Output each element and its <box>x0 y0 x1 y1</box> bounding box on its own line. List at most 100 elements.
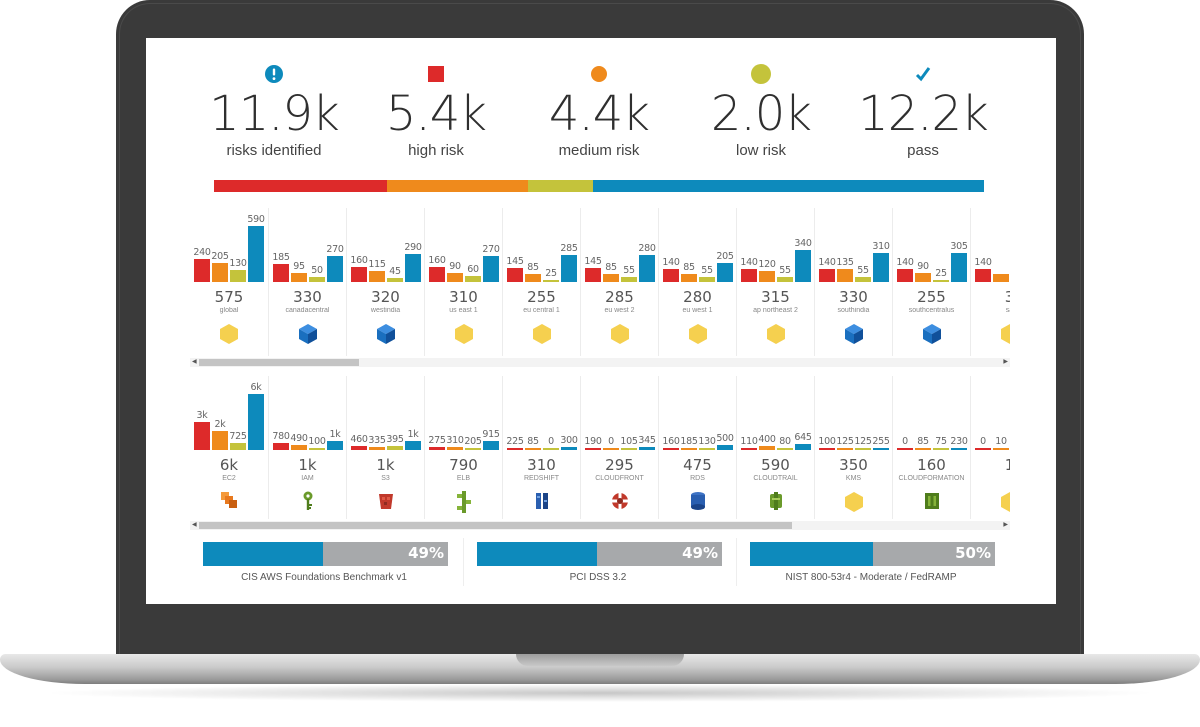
service-card[interactable]: 0 85 75 230 160 CLOUDFORMATION <box>892 376 970 519</box>
region-bar-medium <box>993 274 1009 282</box>
scroll-right-arrow-icon[interactable]: ▶ <box>1003 522 1008 528</box>
service-bar-value: 395 <box>386 434 404 446</box>
service-bar-chart: 460 335 395 1k <box>347 376 424 450</box>
service-bar-high <box>194 422 210 450</box>
compliance-card-cis[interactable]: 49% CIS AWS Foundations Benchmark v1 <box>190 538 458 586</box>
service-bar-chart: 780 490 100 1k <box>269 376 346 450</box>
region-bar-medium <box>915 273 931 282</box>
checkmark-icon <box>838 60 1008 88</box>
kpi-low-risk[interactable]: 2.0k low risk <box>676 60 846 159</box>
region-bar-value: 160 <box>350 254 368 266</box>
regions-scroll-thumb[interactable] <box>199 359 360 366</box>
compliance-card-nist[interactable]: 50% NIST 800-53r4 - Moderate / FedRAMP <box>736 538 1004 586</box>
service-card[interactable]: 110 400 80 645 590 CLOUDTRAIL <box>736 376 814 519</box>
compliance-name: CIS AWS Foundations Benchmark v1 <box>241 572 407 583</box>
service-bar-value: 125 <box>836 436 854 447</box>
region-bar-value: 160 <box>428 254 446 266</box>
exclamation-circle-icon <box>189 60 359 88</box>
service-bar-pass <box>405 440 421 450</box>
service-bar-value: 300 <box>560 435 578 447</box>
region-card[interactable]: 145 85 55 280 285 eu west 2 <box>580 208 658 356</box>
service-card[interactable]: 160 185 130 500 475 RDS <box>658 376 736 519</box>
region-card[interactable]: 160 90 60 270 310 us east 1 <box>424 208 502 356</box>
kpi-high-risk[interactable]: 5.4k high risk <box>351 60 521 159</box>
region-bar-high <box>741 268 757 282</box>
service-total: 160 <box>917 456 946 474</box>
region-bar-value: 90 <box>449 261 461 273</box>
service-total: 310 <box>527 456 556 474</box>
region-card[interactable]: 140 3sa <box>970 208 1010 356</box>
service-card[interactable]: 3k 2k 725 6k 6k EC2 <box>190 376 268 519</box>
compliance-percent: 50% <box>955 544 991 562</box>
region-bar-value: 340 <box>794 237 812 249</box>
scroll-right-arrow-icon[interactable]: ▶ <box>1003 359 1008 365</box>
service-bar-low <box>621 448 637 450</box>
region-card[interactable]: 140 90 25 305 255 southcentralus <box>892 208 970 356</box>
service-card[interactable]: 190 0 105 345 295 CLOUDFRONT <box>580 376 658 519</box>
compliance-percent: 49% <box>682 544 718 562</box>
service-card[interactable]: 100 125 125 255 350 KMS <box>814 376 892 519</box>
region-bar-medium <box>212 262 228 282</box>
region-card[interactable]: 145 85 25 285 255 eu central 1 <box>502 208 580 356</box>
region-bar-high <box>585 268 601 282</box>
hexagon-icon <box>971 323 1010 347</box>
service-bar-value: 0 <box>980 436 986 447</box>
service-card[interactable]: 0 10 1 <box>970 376 1010 519</box>
compliance-card-pci[interactable]: 49% PCI DSS 3.2 <box>463 538 731 586</box>
region-bar-high <box>975 268 991 282</box>
regions-card-row: 240 205 130 590 575 global 185 95 50 270 330 canada… <box>190 208 1010 356</box>
kpi-value: 11.9k <box>209 86 340 142</box>
services-scrollbar[interactable]: ◀ ▶ <box>190 521 1010 530</box>
service-bar-value: 125 <box>854 436 872 447</box>
region-card[interactable]: 240 205 130 590 575 global <box>190 208 268 356</box>
hexagon-icon <box>737 323 814 347</box>
scroll-left-arrow-icon[interactable]: ◀ <box>192 359 197 365</box>
region-bar-high <box>663 268 679 282</box>
scroll-left-arrow-icon[interactable]: ◀ <box>192 522 197 528</box>
service-card[interactable]: 780 490 100 1k 1k IAM <box>268 376 346 519</box>
service-total: 1 <box>1004 456 1010 474</box>
region-bar-value: 55 <box>623 264 635 276</box>
region-card[interactable]: 140 120 55 340 315 ap northeast 2 <box>736 208 814 356</box>
service-name: S3 <box>381 475 390 482</box>
kpi-risks-identified[interactable]: 11.9k risks identified <box>189 60 359 159</box>
services-scroll-thumb[interactable] <box>199 522 793 529</box>
region-bar-low <box>309 277 325 282</box>
kpi-pass[interactable]: 12.2k pass <box>838 60 1008 159</box>
service-name <box>971 475 1010 485</box>
compliance-progress-bar: 49% <box>477 542 722 566</box>
service-bar-pass <box>873 447 889 450</box>
region-bar-value: 280 <box>638 243 656 255</box>
service-bar-low <box>543 448 559 450</box>
region-bar-low <box>777 276 793 282</box>
service-bar-value: 190 <box>584 436 602 447</box>
region-card[interactable]: 160 115 45 290 320 westindia <box>346 208 424 356</box>
compliance-progress-bar: 50% <box>750 542 995 566</box>
kpi-medium-risk[interactable]: 4.4k medium risk <box>514 60 684 159</box>
region-card[interactable]: 140 135 55 310 330 southindia <box>814 208 892 356</box>
service-bar-pass <box>717 445 733 450</box>
region-name: canadacentral <box>285 307 330 314</box>
azure-cube-icon <box>815 323 892 347</box>
service-card[interactable]: 225 85 0 300 310 REDSHIFT <box>502 376 580 519</box>
compliance-progress-fill <box>477 542 598 566</box>
hexagon-icon <box>190 323 268 347</box>
region-bar-chart: 145 85 55 280 <box>581 208 658 282</box>
service-bar-chart: 190 0 105 345 <box>581 376 658 450</box>
region-name: global <box>219 307 239 314</box>
redshift-icon <box>503 491 580 515</box>
risk-segment-medium <box>387 180 529 192</box>
service-bar-value: 0 <box>548 436 554 447</box>
service-card[interactable]: 275 310 205 915 790 ELB <box>424 376 502 519</box>
region-bar-low <box>465 276 481 282</box>
region-bar-value: 285 <box>560 242 578 254</box>
service-bar-low <box>230 443 246 450</box>
hexagon-icon <box>971 491 1010 515</box>
regions-scrollbar[interactable]: ◀ ▶ <box>190 358 1010 367</box>
risk-distribution-bar <box>214 180 984 192</box>
region-bar-chart: 145 85 25 285 <box>503 208 580 282</box>
region-card[interactable]: 185 95 50 270 330 canadacentral <box>268 208 346 356</box>
region-card[interactable]: 140 85 55 205 280 eu west 1 <box>658 208 736 356</box>
service-card[interactable]: 460 335 395 1k 1k S3 <box>346 376 424 519</box>
region-total: 330 <box>293 288 322 306</box>
